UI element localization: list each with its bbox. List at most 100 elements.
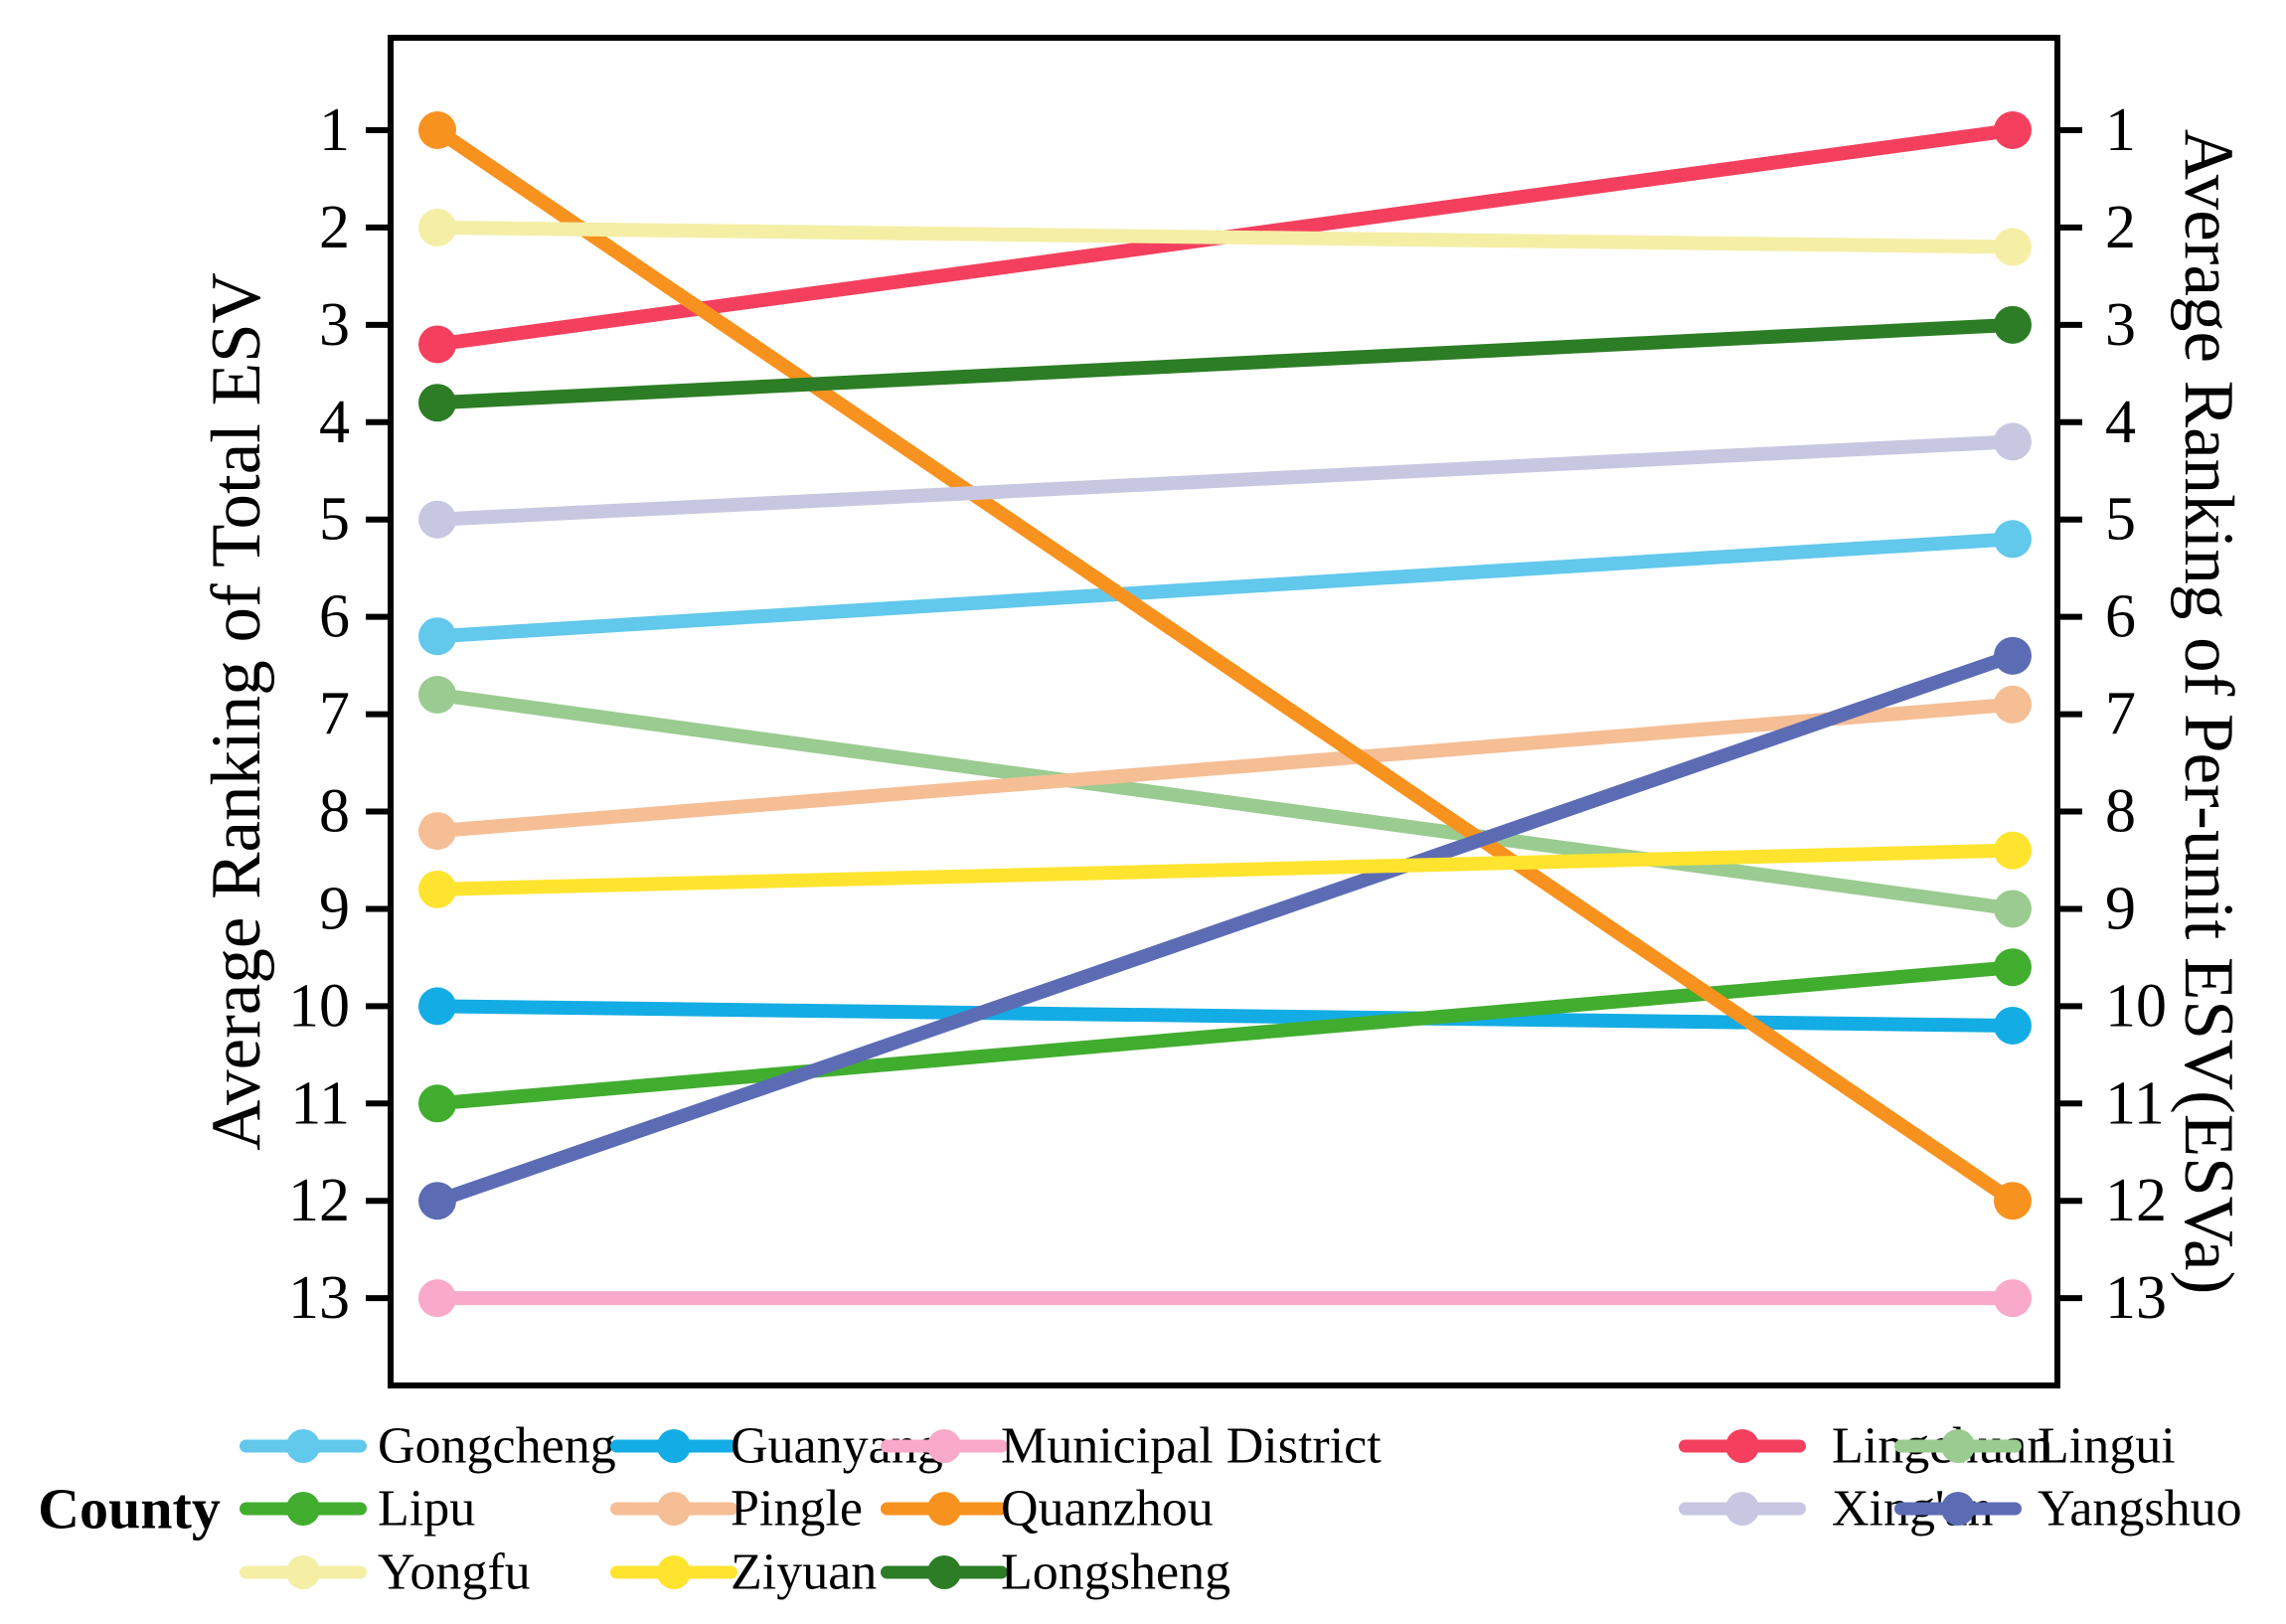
series-dot-right-gongcheng <box>1994 520 2032 559</box>
right-axis-tick-label-12: 12 <box>2105 1167 2167 1234</box>
series-dot-left-lipu <box>418 1084 456 1123</box>
legend-label-municipal-district: Municipal District <box>1001 1418 1382 1475</box>
series-dot-left-quanzhou <box>418 111 456 149</box>
legend-swatch-dot-municipal-district <box>927 1429 961 1463</box>
series-dot-right-lingchuan <box>1994 111 2032 149</box>
series-dot-right-lingui <box>1994 890 2032 928</box>
series-line-guanyang <box>430 999 2020 1033</box>
left-axis-tick-label-9: 9 <box>319 875 350 942</box>
left-axis-tick-label-1: 1 <box>319 96 350 164</box>
legend-swatch-dot-yongfu <box>286 1555 320 1589</box>
series-line-ziyuan <box>430 843 2020 896</box>
right-axis-tick-label-8: 8 <box>2105 778 2136 846</box>
series-dot-right-yangshuo <box>1994 636 2032 675</box>
series-dot-left-longsheng <box>418 384 456 422</box>
series-dot-left-xing-an <box>418 500 456 539</box>
right-axis-tick-label-1: 1 <box>2105 96 2136 164</box>
right-axis-tick-label-11: 11 <box>2105 1069 2165 1137</box>
legend-swatch-dot-xing-an <box>1725 1492 1759 1526</box>
series-dot-left-lingui <box>418 675 456 714</box>
series-line-yongfu <box>430 220 2020 254</box>
series-line-pingle <box>430 697 2020 839</box>
legend-label-yangshuo: Yangshuo <box>2038 1481 2242 1538</box>
legend-swatch-dot-ziyuan <box>657 1555 691 1589</box>
legend-title: County <box>38 1477 221 1542</box>
legend-swatch-dot-longsheng <box>927 1555 961 1589</box>
series-dot-right-lipu <box>1994 948 2032 987</box>
series-line-longsheng <box>430 317 2020 410</box>
legend-swatch-dot-yangshuo <box>1941 1492 1975 1526</box>
legend-swatch-dot-gongcheng <box>286 1429 320 1463</box>
series-layer <box>418 111 2032 1318</box>
series-dot-right-ziyuan <box>1994 831 2032 870</box>
series-dot-right-guanyang <box>1994 1006 2032 1045</box>
left-y-axis-title: Average Ranking of Total ESV <box>198 272 275 1151</box>
right-axis-tick-label-7: 7 <box>2105 681 2136 748</box>
left-axis-tick-label-11: 11 <box>290 1069 350 1137</box>
series-dot-left-lingchuan <box>418 325 456 364</box>
legend-swatch-dot-lingui <box>1941 1429 1975 1463</box>
series-dot-left-yangshuo <box>418 1182 456 1220</box>
legend-label-quanzhou: Quanzhou <box>1001 1481 1214 1538</box>
left-axis-tick-label-5: 5 <box>319 486 350 554</box>
right-axis-tick-label-13: 13 <box>2105 1264 2167 1332</box>
legend-entry-longsheng: Longsheng <box>881 1544 1230 1601</box>
series-line-yangshuo <box>430 648 2020 1209</box>
legend-swatch-dot-lingchuan <box>1725 1429 1759 1463</box>
legend-entry-ziyuan: Ziyuan <box>610 1544 877 1601</box>
legend-entry-gongcheng: Gongcheng <box>240 1418 616 1475</box>
legend-label-yongfu: Yongfu <box>378 1544 531 1601</box>
left-axis-tick-label-13: 13 <box>288 1264 350 1332</box>
series-dot-right-municipal-district <box>1994 1279 2032 1318</box>
legend-entry-yongfu: Yongfu <box>240 1544 531 1601</box>
series-dot-left-guanyang <box>418 987 456 1026</box>
left-axis-tick-label-8: 8 <box>319 778 350 846</box>
legend-label-ziyuan: Ziyuan <box>731 1544 877 1601</box>
legend-entry-lingui: Lingui <box>1894 1418 2176 1475</box>
series-dot-right-pingle <box>1994 685 2032 724</box>
left-axis-tick-label-4: 4 <box>319 389 350 456</box>
series-dot-left-pingle <box>418 812 456 851</box>
right-axis-tick-label-2: 2 <box>2105 194 2136 261</box>
legend-label-longsheng: Longsheng <box>1001 1544 1230 1601</box>
legend-label-pingle: Pingle <box>731 1481 863 1538</box>
series-line-xing-an <box>430 434 2020 527</box>
right-axis-tick-label-3: 3 <box>2105 291 2136 359</box>
legend-entry-lipu: Lipu <box>240 1481 475 1538</box>
left-axis-tick-label-2: 2 <box>319 194 350 261</box>
right-axis-tick-label-5: 5 <box>2105 486 2136 554</box>
right-axis-tick-label-9: 9 <box>2105 875 2136 942</box>
legend-entry-municipal-district: Municipal District <box>881 1418 1382 1475</box>
right-axis-tick-label-10: 10 <box>2105 972 2167 1040</box>
legend-entry-quanzhou: Quanzhou <box>881 1481 1214 1538</box>
left-axis-tick-label-7: 7 <box>319 681 350 748</box>
legend-label-lingui: Lingui <box>2038 1418 2176 1475</box>
legend-swatch-dot-guanyang <box>657 1429 691 1463</box>
series-dot-left-gongcheng <box>418 617 456 656</box>
series-line-lingui <box>430 687 2020 916</box>
legend-label-gongcheng: Gongcheng <box>378 1418 616 1475</box>
legend-label-lipu: Lipu <box>378 1481 475 1538</box>
series-dot-left-municipal-district <box>418 1279 456 1318</box>
series-line-quanzhou <box>430 123 2020 1209</box>
right-axis-tick-label-4: 4 <box>2105 389 2136 456</box>
left-axis-tick-label-6: 6 <box>319 583 350 651</box>
series-dot-left-ziyuan <box>418 870 456 908</box>
series-dot-right-longsheng <box>1994 305 2032 344</box>
right-axis-tick-label-6: 6 <box>2105 583 2136 651</box>
legend-entry-yangshuo: Yangshuo <box>1894 1481 2242 1538</box>
legend-swatch-dot-lipu <box>286 1492 320 1526</box>
series-dot-right-xing-an <box>1994 422 2032 461</box>
legend-swatch-dot-pingle <box>657 1492 691 1526</box>
series-dot-right-yongfu <box>1994 228 2032 266</box>
series-dot-left-yongfu <box>418 208 456 246</box>
left-axis-tick-label-10: 10 <box>288 972 350 1040</box>
legend-swatch-dot-quanzhou <box>927 1492 961 1526</box>
left-axis-tick-label-3: 3 <box>319 291 350 359</box>
left-axis-tick-label-12: 12 <box>288 1167 350 1234</box>
series-line-gongcheng <box>430 532 2020 644</box>
series-dot-right-quanzhou <box>1994 1182 2032 1220</box>
